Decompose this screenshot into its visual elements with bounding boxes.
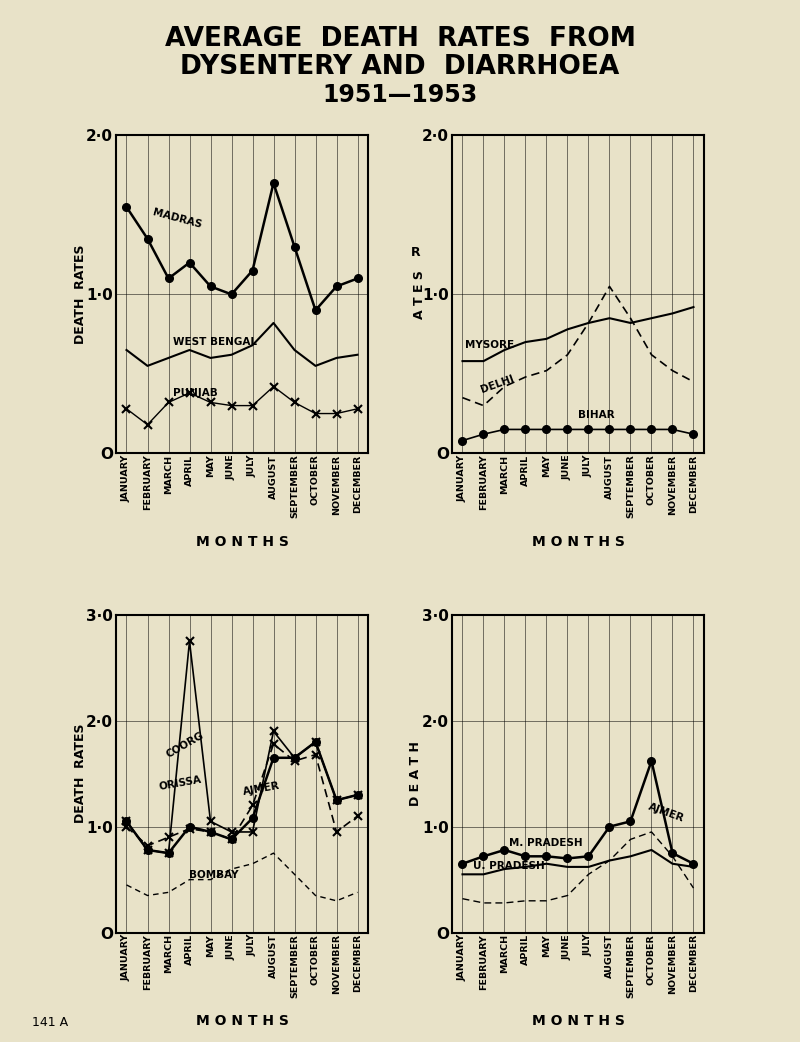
Text: M O N T H S: M O N T H S	[195, 535, 289, 549]
Text: U. PRADESH: U. PRADESH	[473, 861, 545, 871]
Text: M O N T H S: M O N T H S	[531, 535, 625, 549]
Text: PUNJAB: PUNJAB	[173, 388, 218, 398]
Text: 1951—1953: 1951—1953	[322, 83, 478, 107]
Text: DEATH  RATES: DEATH RATES	[74, 245, 86, 344]
Text: MADRAS: MADRAS	[152, 207, 203, 229]
Text: COORG: COORG	[164, 730, 206, 760]
Text: DEATH  RATES: DEATH RATES	[74, 724, 86, 823]
Text: R: R	[411, 246, 421, 259]
Text: ORISSA: ORISSA	[158, 774, 202, 792]
Text: 141 A: 141 A	[32, 1016, 68, 1029]
Text: DYSENTERY AND  DIARRHOEA: DYSENTERY AND DIARRHOEA	[180, 54, 620, 80]
Text: BOMBAY: BOMBAY	[190, 869, 239, 879]
Text: AJMER: AJMER	[242, 780, 281, 797]
Text: WEST BENGAL: WEST BENGAL	[173, 338, 257, 347]
Text: AVERAGE  DEATH  RATES  FROM: AVERAGE DEATH RATES FROM	[165, 26, 635, 52]
Text: MYSORE: MYSORE	[465, 341, 514, 350]
Text: A T E S: A T E S	[414, 270, 426, 319]
Text: M O N T H S: M O N T H S	[195, 1014, 289, 1028]
Text: M O N T H S: M O N T H S	[531, 1014, 625, 1028]
Text: DELHI: DELHI	[479, 373, 516, 395]
Text: BIHAR: BIHAR	[578, 411, 614, 420]
Text: D E A T H: D E A T H	[410, 741, 422, 807]
Text: M. PRADESH: M. PRADESH	[509, 838, 582, 848]
Text: AJMER: AJMER	[647, 801, 686, 823]
